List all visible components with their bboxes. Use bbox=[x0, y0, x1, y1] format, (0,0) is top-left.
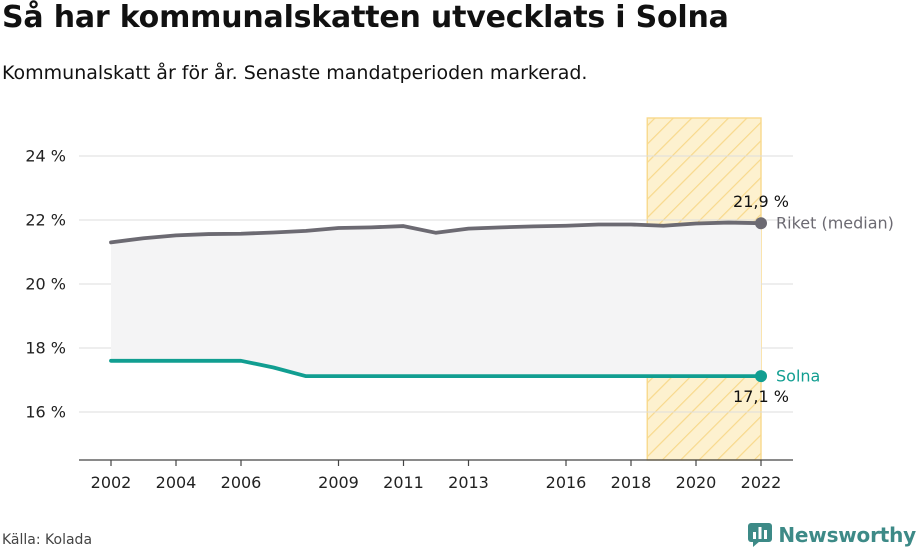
y-tick-label: 18 % bbox=[25, 339, 66, 358]
series-line-solna bbox=[109, 358, 763, 379]
series-line-riket bbox=[109, 220, 763, 245]
series-label-riket: Riket (median) bbox=[776, 214, 894, 233]
x-tick-label: 2022 bbox=[741, 473, 782, 492]
chart-subtitle: Kommunalskatt år för år. Senaste mandatp… bbox=[2, 62, 588, 84]
series-endpoint-riket bbox=[755, 217, 767, 230]
y-tick-label: 24 % bbox=[25, 147, 66, 166]
x-tick-label: 2016 bbox=[546, 473, 587, 492]
y-tick-label: 16 % bbox=[25, 403, 66, 422]
x-tick-label: 2020 bbox=[676, 473, 717, 492]
value-label-solna: 17,1 % bbox=[733, 387, 789, 406]
series-gap-area bbox=[111, 222, 761, 377]
chart-title: Så har kommunalskatten utvecklats i Soln… bbox=[2, 0, 729, 35]
x-tick-label: 2009 bbox=[318, 473, 359, 492]
brand-logo[interactable]: Newsworthy bbox=[747, 520, 916, 550]
x-tick-label: 2013 bbox=[448, 473, 489, 492]
y-tick-label: 20 % bbox=[25, 275, 66, 294]
bar-chart-speech-bubble-icon bbox=[748, 523, 773, 547]
x-tick-label: 2002 bbox=[91, 473, 132, 492]
value-label-riket: 21,9 % bbox=[733, 192, 789, 211]
x-tick-label: 2011 bbox=[383, 473, 424, 492]
brand-name: Newsworthy bbox=[778, 523, 916, 547]
x-tick-label: 2006 bbox=[221, 473, 262, 492]
x-tick-label: 2004 bbox=[156, 473, 197, 492]
series-label-solna: Solna bbox=[776, 367, 820, 386]
source-label: Källa: Kolada bbox=[2, 532, 93, 548]
x-tick-label: 2018 bbox=[611, 473, 652, 492]
series-endpoint-solna bbox=[755, 370, 767, 383]
y-tick-label: 22 % bbox=[25, 211, 66, 230]
